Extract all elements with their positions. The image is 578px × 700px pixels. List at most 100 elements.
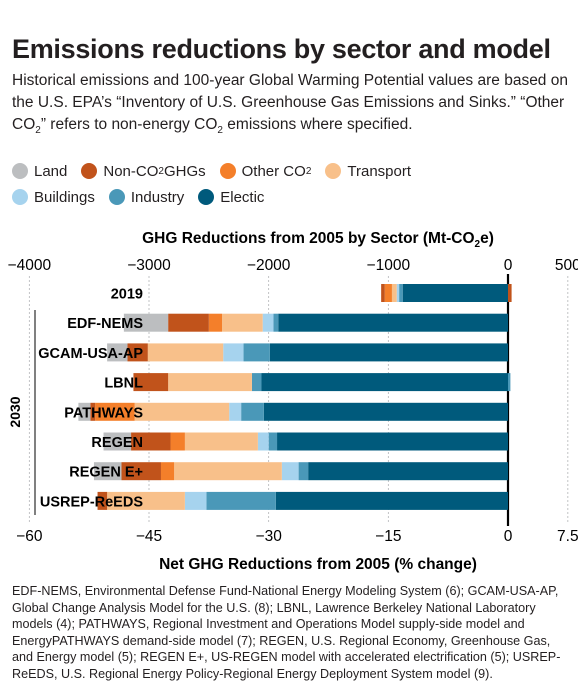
top-axis-title-sub: 2 — [475, 239, 481, 250]
bottom-tick-label: −30 — [256, 528, 283, 545]
bar-segment — [78, 402, 91, 421]
group-label-2030: 2030 — [7, 396, 23, 427]
top-axis-title-main: GHG Reductions from 2005 by Sector (Mt-C… — [142, 230, 474, 247]
bar-segment — [103, 432, 132, 451]
legend-label-other-co2: Other CO — [241, 162, 306, 180]
bar-segment — [206, 491, 276, 510]
legend-label-land: Land — [34, 162, 68, 180]
top-axis-title: GHG Reductions from 2005 by Sector (Mt-C… — [142, 230, 494, 250]
legend-item-non-co2: Non-CO 2 GHGs — [81, 162, 206, 180]
bar-segment — [308, 462, 508, 481]
legend-item-transport: Transport — [325, 163, 411, 180]
subtitle-part-2: ” refers to non-energy CO — [40, 116, 218, 133]
top-axis-title-end: e) — [480, 230, 494, 247]
bar-segment — [384, 284, 392, 302]
bar-segment — [147, 343, 224, 362]
legend-label-transport: Transport — [347, 162, 412, 180]
bar-segment — [391, 284, 397, 302]
legend-item-industry: Industry — [108, 188, 185, 206]
chart-subtitle: Historical emissions and 100-year Global… — [12, 70, 568, 142]
bar-segment — [133, 373, 169, 392]
bars — [78, 284, 512, 510]
bar-segment — [168, 373, 252, 392]
legend-label-electic: Electic — [220, 188, 265, 206]
bar-segment — [273, 313, 279, 332]
bar-segment — [268, 432, 278, 451]
bar-segment — [107, 343, 128, 362]
bar-segment — [251, 373, 262, 392]
legend-swatch-electic — [198, 189, 215, 205]
chart-title: Emissions reductions by sector and model — [12, 34, 551, 64]
bottom-tick-label: −60 — [16, 528, 43, 545]
category-label: REGEN E+ — [69, 465, 143, 481]
bar-segment — [123, 313, 169, 332]
legend-swatch-buildings — [12, 189, 28, 205]
bar-segment — [257, 432, 269, 451]
bar-segment — [184, 491, 207, 510]
top-tick-label: −4000 — [8, 257, 52, 274]
bar-segment — [277, 432, 508, 451]
bar-segment — [402, 284, 508, 302]
subtitle-sub-2: 2 — [217, 125, 223, 137]
bar-segment — [298, 462, 309, 481]
category-label: USREP-ReEDS — [40, 494, 143, 510]
bottom-tick-label: −45 — [136, 528, 162, 545]
category-labels: 2019 EDF-NEMS GCAM-USA-AP LBNL PATHWAYS REGEN… — [38, 287, 143, 511]
bar-segment — [275, 491, 508, 510]
bar-segment — [223, 343, 244, 362]
bar-segment — [281, 462, 299, 481]
legend-label-buildings: Buildings — [34, 188, 95, 206]
bar-segment — [107, 491, 185, 510]
top-tick-label: 500 — [555, 257, 578, 274]
bar-segment — [262, 313, 274, 332]
legend-item-land: Land — [12, 163, 67, 180]
top-tick-label: 0 — [504, 257, 513, 274]
bar-segment — [160, 462, 175, 481]
bar-segment — [263, 402, 508, 421]
top-tick-label: −3000 — [127, 257, 171, 274]
bar-segment — [131, 432, 171, 451]
bar-segment — [241, 402, 264, 421]
bar-segment — [168, 313, 209, 332]
subtitle-part-1: Historical emissions and 100-year Global… — [12, 72, 568, 133]
stacked-bar-chart: GHG Reductions from 2005 by Sector (Mt-C… — [7, 230, 578, 573]
legend-suffix-non-co2: GHGs — [163, 162, 206, 180]
category-label: GCAM-USA-AP — [38, 346, 143, 362]
bar-segment-positive — [508, 373, 511, 392]
legend-row-1: Land Non-CO 2 GHGs Other CO 2 Transport — [12, 158, 572, 184]
bar-segment — [134, 402, 230, 421]
bottom-tick-label: 0 — [504, 528, 513, 545]
legend-label-industry: Industry — [130, 188, 185, 206]
legend-sub-non-co2: 2 — [158, 165, 164, 177]
legend-item-buildings: Buildings — [12, 189, 95, 206]
bar-segment — [261, 373, 508, 392]
axes: −4000 −3000 −2000 −1000 0 500 −60 −45 −30 −15 0 7.5 — [8, 257, 578, 545]
top-tick-label: −2000 — [247, 257, 291, 274]
bar-segment — [121, 462, 161, 481]
bar-segment — [243, 343, 270, 362]
legend-item-other-co2: Other CO 2 — [219, 162, 312, 180]
subtitle-sub-1: 2 — [35, 125, 41, 137]
legend-swatch-land — [12, 163, 28, 179]
bottom-axis-title: Net GHG Reductions from 2005 (% change) — [159, 556, 477, 573]
legend-row-2: Buildings Industry Electic — [12, 184, 572, 210]
subtitle-part-3: emissions where specified. — [222, 116, 413, 133]
bar-segment — [184, 432, 258, 451]
bar-segment — [90, 402, 96, 421]
bar-segment — [278, 313, 508, 332]
legend-swatch-industry — [108, 189, 125, 205]
bar-segment — [381, 284, 385, 302]
bottom-tick-label: −15 — [375, 528, 401, 545]
bar-segment — [396, 284, 400, 302]
bar-segment — [208, 313, 222, 332]
bar-segment — [399, 284, 403, 302]
category-label: EDF-NEMS — [67, 316, 143, 332]
bar-segment — [127, 343, 148, 362]
top-tick-label: −1000 — [367, 257, 411, 274]
bottom-tick-label: 7.5 — [557, 528, 578, 545]
legend-sub-other-co2: 2 — [305, 165, 312, 177]
bar-segment-positive — [508, 284, 512, 302]
legend-swatch-transport — [325, 163, 342, 179]
bar-segment — [93, 462, 122, 481]
legend-swatch-other-co2 — [219, 163, 236, 179]
